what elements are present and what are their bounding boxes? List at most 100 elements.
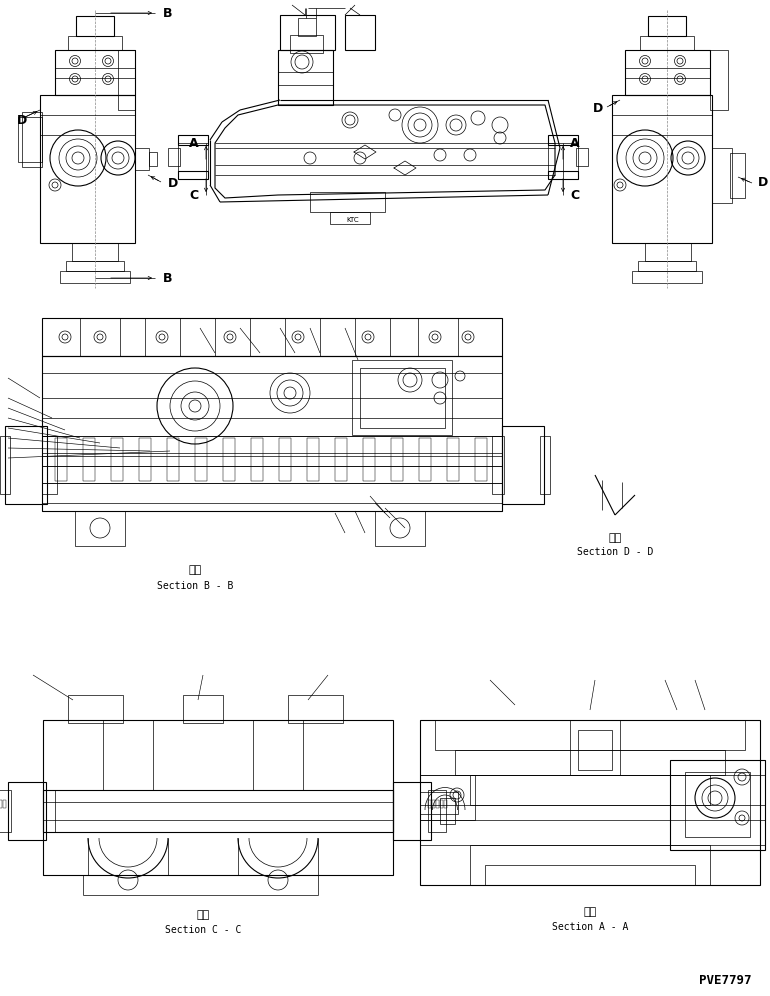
Bar [280,15,335,50]
Bar [420,720,760,885]
Bar [279,438,291,481]
Bar [178,135,208,145]
Bar [298,18,316,36]
Bar [470,775,710,805]
Bar [42,466,502,483]
Bar [428,790,446,832]
Bar [455,750,725,775]
Bar [419,438,431,481]
Bar [440,798,455,824]
Text: C: C [190,188,199,201]
Bar [8,782,46,840]
Bar [43,720,393,875]
Bar [730,153,745,198]
Bar [18,117,42,162]
Text: Section D - D: Section D - D [577,547,653,557]
Bar [42,356,502,511]
Bar [42,436,502,453]
Text: C: C [570,188,579,201]
Bar [139,438,151,481]
Bar [375,511,425,546]
Bar [145,318,180,356]
Bar [183,695,223,723]
Bar [685,772,750,837]
Text: 断面: 断面 [196,910,209,920]
Bar [310,192,385,212]
Bar [66,261,124,271]
Bar [178,143,208,171]
Bar [288,695,343,723]
Bar [40,95,135,243]
Bar [548,135,578,145]
Bar [43,790,55,832]
Bar [485,865,695,885]
Bar [548,171,578,179]
Bar [178,171,208,179]
Bar [195,438,207,481]
Bar [612,95,712,243]
Bar [72,243,118,261]
Bar [111,438,123,481]
Bar [5,426,47,504]
Bar [548,143,578,171]
Bar [470,845,710,885]
Bar [420,775,475,820]
Bar [393,782,431,840]
Bar [640,36,694,50]
Text: KTC: KTC [346,217,360,223]
Bar [710,50,728,110]
Bar [55,438,67,481]
Text: D: D [17,114,27,126]
Bar [428,800,431,808]
Bar [432,800,435,808]
Bar [76,16,114,36]
Bar [42,456,502,466]
Bar [0,436,10,494]
Bar [436,800,439,808]
Bar [645,243,691,261]
Bar [648,16,686,36]
Bar [632,271,702,283]
Bar [43,790,393,832]
Bar [75,511,125,546]
Text: Section B - B: Section B - B [157,581,233,591]
Bar [68,36,122,50]
Bar [251,438,263,481]
Bar [42,318,502,356]
Bar [168,148,180,166]
Bar [625,50,710,95]
Bar [447,438,459,481]
Text: A: A [189,136,199,149]
Bar [435,720,745,750]
Text: 断面: 断面 [608,533,621,543]
Text: Section C - C: Section C - C [165,925,241,935]
Text: Section A - A: Section A - A [552,922,628,932]
Text: A: A [570,136,580,149]
Bar [502,426,544,504]
Bar [345,15,375,50]
Bar [118,50,135,110]
Bar [42,436,57,494]
Text: 断面: 断面 [584,907,597,917]
Bar [352,360,452,435]
Bar [576,148,588,166]
Bar [335,438,347,481]
Text: B: B [163,272,172,285]
Bar [167,438,179,481]
Bar [391,438,403,481]
Text: D: D [593,102,603,115]
Bar [3,800,6,808]
Bar [475,438,487,481]
Bar [22,112,42,167]
Bar [444,800,447,808]
Bar [83,438,95,481]
Text: 断面: 断面 [189,565,202,575]
Text: D: D [758,175,768,188]
Bar [355,318,390,356]
Text: D: D [168,176,178,189]
Bar [149,152,157,166]
Text: B: B [163,7,172,20]
Bar [135,148,149,170]
Bar [540,436,550,494]
Bar [80,318,120,356]
